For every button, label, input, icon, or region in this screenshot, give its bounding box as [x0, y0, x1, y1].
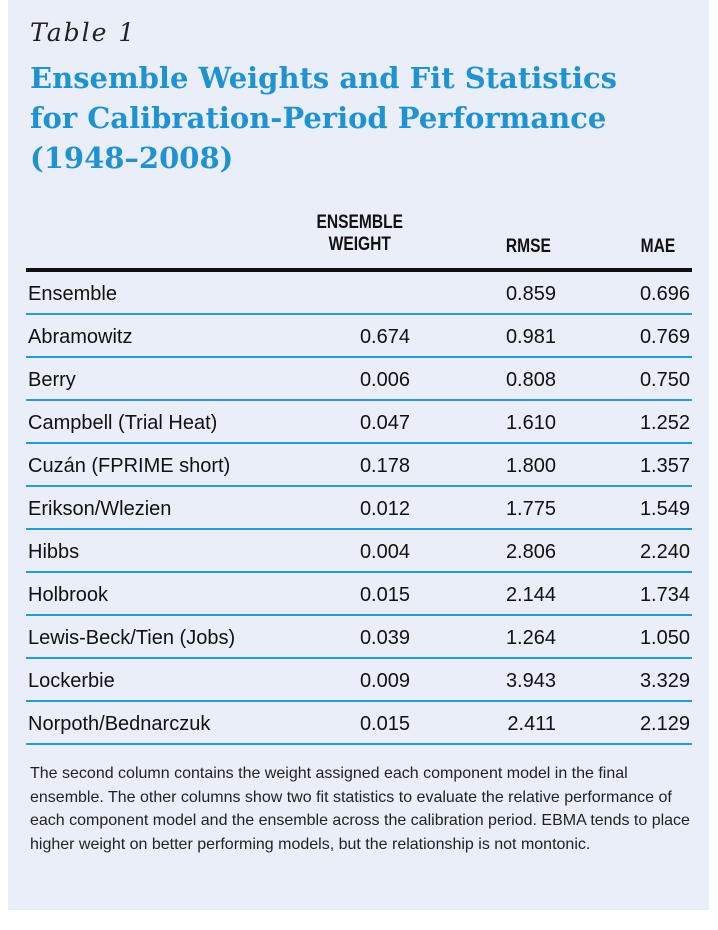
rmse-cell: 2.411	[507, 713, 556, 735]
table-title-line-1: Ensemble Weights and Fit Statistics	[30, 61, 617, 95]
column-header-ensemble-weight: ENSEMBLE WEIGHT	[317, 212, 404, 256]
mae-cell: 2.240	[639, 541, 690, 563]
mae-cell: 3.329	[639, 670, 690, 692]
model-name-cell: Berry	[28, 369, 76, 391]
table-row: Lockerbie 0.009 3.943 3.329	[26, 659, 692, 702]
ensemble-weight-cell: 0.674	[359, 326, 410, 348]
rmse-cell: 1.800	[505, 455, 556, 477]
table-row: Erikson/Wlezien 0.012 1.775 1.549	[26, 487, 692, 530]
column-header-rmse: RMSE	[505, 236, 551, 257]
model-name-cell: Hibbs	[28, 541, 80, 563]
mae-cell: 0.696	[639, 283, 690, 305]
column-header-mae: MAE	[640, 236, 675, 257]
table-panel: Table 1 Ensemble Weights and Fit Statist…	[8, 0, 709, 910]
table-title-line-3: (1948–2008)	[30, 141, 234, 175]
rmse-cell: 0.808	[505, 369, 556, 391]
mae-cell: 0.750	[639, 369, 690, 391]
rmse-cell: 0.859	[505, 283, 556, 305]
table-row: Hibbs 0.004 2.806 2.240	[26, 530, 692, 573]
model-name-cell: Cuzán (FPRIME short)	[28, 455, 231, 477]
model-name-cell: Norpoth/Bednarczuk	[28, 713, 211, 735]
header-rule	[26, 268, 692, 272]
mae-cell: 1.357	[639, 455, 690, 477]
table-row: Norpoth/Bednarczuk 0.015 2.411 2.129	[26, 702, 692, 745]
table-row: Berry 0.006 0.808 0.750	[26, 358, 692, 401]
ensemble-weight-cell: 0.047	[359, 412, 410, 434]
table-title-line-2: for Calibration-Period Performance	[30, 101, 607, 135]
column-header-weight-line-2: WEIGHT	[329, 234, 392, 255]
table-note: The second column contains the weight as…	[30, 765, 690, 853]
model-name-cell: Campbell (Trial Heat)	[28, 412, 218, 434]
rmse-cell: 2.806	[505, 541, 556, 563]
model-name-cell: Ensemble	[28, 283, 117, 305]
table-row: Ensemble 0.859 0.696	[26, 272, 692, 315]
table-row: Abramowitz 0.674 0.981 0.769	[26, 315, 692, 358]
table-row: Lewis-Beck/Tien (Jobs) 0.039 1.264 1.050	[26, 616, 692, 659]
model-name-cell: Holbrook	[28, 584, 109, 606]
table-label: Table 1	[30, 18, 137, 47]
table-row: Cuzán (FPRIME short) 0.178 1.800 1.357	[26, 444, 692, 487]
ensemble-weight-cell: 0.012	[359, 498, 410, 520]
table-row: Campbell (Trial Heat) 0.047 1.610 1.252	[26, 401, 692, 444]
rmse-cell: 2.144	[505, 584, 556, 606]
rmse-cell: 0.981	[505, 326, 556, 348]
ensemble-weight-cell: 0.015	[359, 713, 410, 735]
model-name-cell: Lockerbie	[28, 670, 115, 692]
table-body: Ensemble 0.859 0.696 Abramowitz 0.674 0.981 0.…	[26, 272, 692, 745]
ensemble-weight-cell: 0.004	[359, 541, 410, 563]
ensemble-weight-cell: 0.009	[359, 670, 410, 692]
ensemble-weight-cell: 0.015	[359, 584, 410, 606]
rmse-cell: 3.943	[505, 670, 556, 692]
mae-cell: 1.252	[639, 412, 690, 434]
ensemble-weight-cell: 0.006	[359, 369, 410, 391]
model-name-cell: Abramowitz	[28, 326, 133, 348]
mae-cell: 1.734	[639, 584, 690, 606]
ensemble-weight-cell: 0.039	[359, 627, 410, 649]
mae-cell: 0.769	[639, 326, 690, 348]
rmse-cell: 1.610	[505, 412, 556, 434]
ensemble-weight-cell: 0.178	[359, 455, 410, 477]
mae-cell: 2.129	[639, 713, 690, 735]
mae-cell: 1.050	[639, 627, 690, 649]
rmse-cell: 1.775	[505, 498, 556, 520]
mae-cell: 1.549	[639, 498, 690, 520]
rmse-cell: 1.264	[505, 627, 556, 649]
table-title: Ensemble Weights and Fit Statistics for …	[30, 58, 690, 178]
table-row: Holbrook 0.015 2.144 1.734	[26, 573, 692, 616]
model-name-cell: Lewis-Beck/Tien (Jobs)	[28, 627, 236, 649]
model-name-cell: Erikson/Wlezien	[28, 498, 172, 520]
column-header-weight-line-1: ENSEMBLE	[316, 212, 404, 233]
